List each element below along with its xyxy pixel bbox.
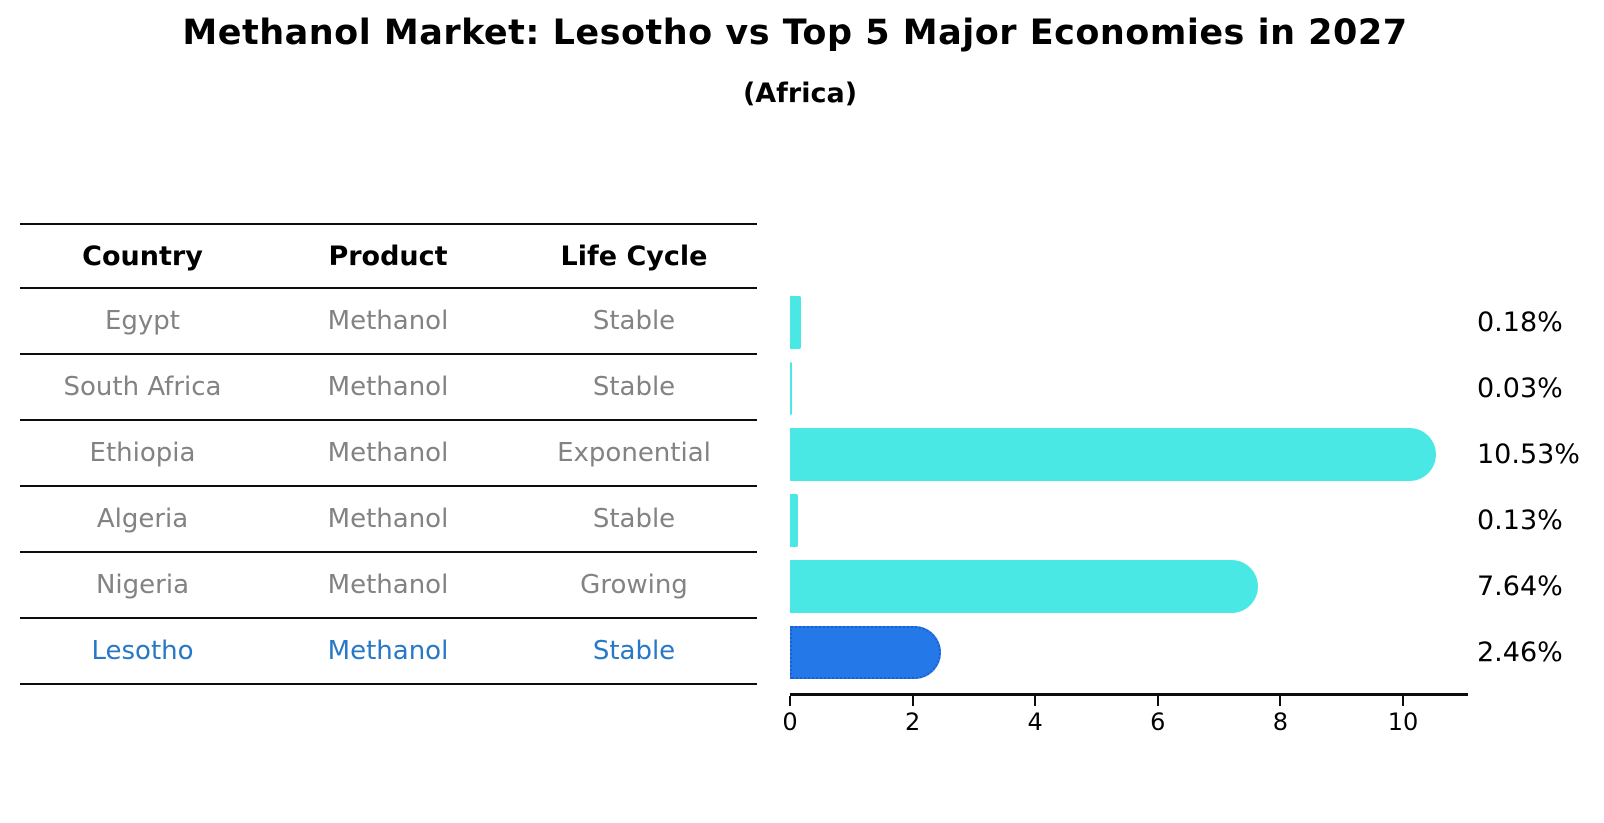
table-header-row: Country Product Life Cycle — [20, 223, 757, 289]
value-label-egypt: 0.18% — [1477, 306, 1563, 338]
country-table: Country Product Life Cycle Egypt Methano… — [20, 223, 757, 685]
bar-row — [790, 487, 1468, 553]
lifecycle-cell: Stable — [592, 372, 676, 402]
x-axis: 0 2 4 6 8 10 — [782, 693, 1468, 753]
bar-ethiopia — [790, 427, 1436, 481]
x-tick-mark — [1034, 696, 1037, 706]
bar-algeria — [790, 493, 798, 547]
bar-row — [790, 421, 1468, 487]
product-cell: Methanol — [327, 570, 449, 600]
table-row-south-africa: South Africa Methanol Stable — [20, 355, 757, 421]
column-header-lifecycle: Life Cycle — [560, 240, 708, 272]
product-cell: Methanol — [327, 504, 449, 534]
bar-lesotho — [790, 625, 941, 679]
product-cell: Methanol — [327, 438, 449, 468]
product-cell: Methanol — [327, 372, 449, 402]
column-header-product: Product — [328, 240, 448, 272]
bar-row — [790, 289, 1468, 355]
x-tick-mark — [789, 696, 791, 706]
value-label-south-africa: 0.03% — [1477, 372, 1563, 404]
country-cell: Nigeria — [95, 570, 190, 600]
bar-south-africa — [790, 361, 792, 415]
lifecycle-cell: Exponential — [557, 438, 711, 468]
table-row-nigeria: Nigeria Methanol Growing — [20, 553, 757, 619]
table-row-ethiopia: Ethiopia Methanol Exponential — [20, 421, 757, 487]
x-axis-line — [790, 693, 1468, 696]
chart-title: Methanol Market: Lesotho vs Top 5 Major … — [182, 13, 1408, 53]
lifecycle-cell: Stable — [592, 636, 676, 666]
x-tick-label: 0 — [782, 708, 798, 736]
x-tick-mark — [1279, 696, 1282, 706]
country-cell: Ethiopia — [89, 438, 196, 468]
value-labels: 0.18% 0.03% 10.53% 0.13% 7.64% 2.46% — [1477, 289, 1603, 685]
x-tick-label: 8 — [1272, 708, 1289, 736]
x-tick-label: 6 — [1150, 708, 1166, 736]
x-tick-mark — [1156, 696, 1159, 706]
value-label-ethiopia: 10.53% — [1477, 438, 1580, 470]
x-tick-label: 4 — [1027, 708, 1043, 736]
chart-subtitle: (Africa) — [742, 78, 858, 109]
lifecycle-cell: Stable — [592, 504, 676, 534]
bar-row — [790, 619, 1468, 685]
column-header-country: Country — [82, 240, 203, 272]
lifecycle-cell: Growing — [580, 570, 688, 600]
country-cell: Egypt — [104, 306, 181, 336]
bar-chart — [790, 289, 1468, 685]
x-tick-label: 2 — [904, 708, 921, 736]
bar-row — [790, 553, 1468, 619]
x-tick-mark — [1402, 696, 1404, 706]
value-label-lesotho: 2.46% — [1477, 636, 1563, 668]
table-row-lesotho: Lesotho Methanol Stable — [20, 619, 757, 685]
country-cell: South Africa — [63, 372, 222, 402]
lifecycle-cell: Stable — [592, 306, 676, 336]
product-cell: Methanol — [327, 636, 449, 666]
bar-nigeria — [790, 559, 1259, 613]
value-label-algeria: 0.13% — [1477, 504, 1563, 536]
value-label-nigeria: 7.64% — [1477, 570, 1563, 602]
bar-row — [790, 355, 1468, 421]
table-row-algeria: Algeria Methanol Stable — [20, 487, 757, 553]
country-cell: Lesotho — [91, 636, 194, 666]
x-tick-mark — [911, 696, 914, 706]
table-row-egypt: Egypt Methanol Stable — [20, 289, 757, 355]
product-cell: Methanol — [327, 306, 449, 336]
bar-egypt — [790, 295, 801, 349]
country-cell: Algeria — [96, 504, 189, 534]
x-tick-label: 10 — [1387, 708, 1419, 736]
